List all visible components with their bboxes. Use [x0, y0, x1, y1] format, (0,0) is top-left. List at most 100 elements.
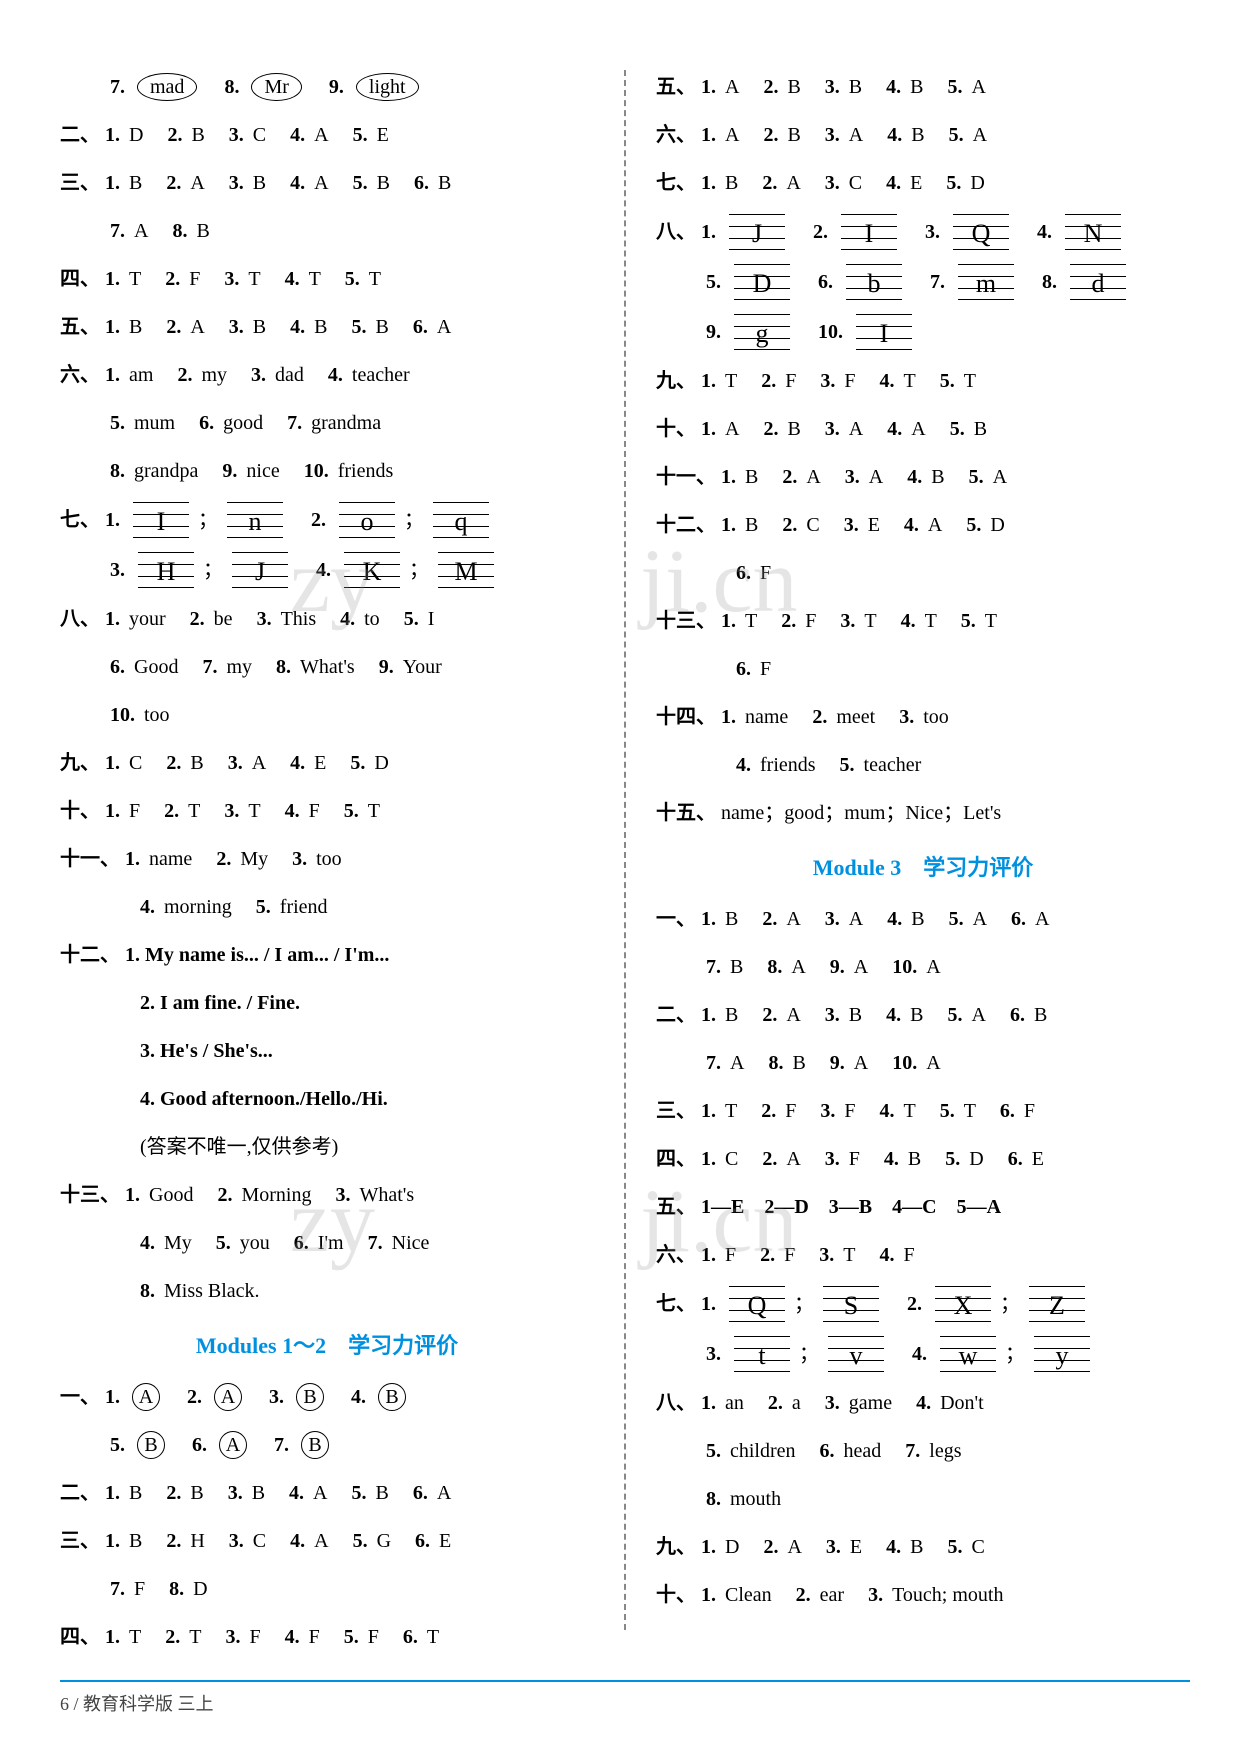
letter-box: Z [1029, 1286, 1085, 1322]
item-value: D [990, 508, 1004, 542]
item-value: B [908, 1142, 921, 1176]
item-value: T [864, 604, 876, 638]
item-value: A [911, 412, 925, 446]
item-number: 5. [256, 890, 271, 924]
item-value: F [844, 1094, 855, 1128]
item-value: A [725, 118, 739, 152]
item-value: friend [280, 890, 328, 924]
item-value: dad [275, 358, 304, 392]
item-number: 5. [949, 902, 964, 936]
item-number: 5. [110, 1428, 125, 1462]
item-number: 2. [781, 604, 796, 638]
item-value: This [281, 602, 317, 636]
item-value: T [843, 1238, 855, 1272]
r6: 六、1.A2.B3.A4.B5.A [656, 118, 1190, 152]
item-number: 4. [879, 1094, 894, 1128]
item-value: A [252, 746, 266, 780]
item-value: T [248, 794, 260, 828]
item-value: B [745, 508, 758, 542]
item-number: 2. [763, 70, 778, 104]
item-number: 3. [825, 902, 840, 936]
item-number: 3. [899, 700, 914, 734]
item-value: E [439, 1524, 451, 1558]
n5: 五、1—E 2—D 3—B 4—C 5—A [656, 1190, 1190, 1224]
item-number: 9. [830, 950, 845, 984]
item-number: 5. [947, 1530, 962, 1564]
item-value: T [309, 262, 321, 296]
section-label: 七、 [656, 166, 696, 200]
section-label: 十三、 [60, 1178, 120, 1212]
t: 3. He's / She's... [140, 1034, 273, 1068]
item-value: my [226, 650, 252, 684]
label: 五、 [656, 1190, 696, 1224]
item-value: T [725, 1094, 737, 1128]
item-number: 8. [768, 1046, 783, 1080]
item-value: A [132, 1383, 160, 1411]
item-value: Clean [725, 1578, 772, 1612]
label: 十五、 [656, 796, 716, 830]
item-value: your [129, 602, 166, 636]
item-value: Miss Black. [164, 1274, 260, 1308]
item-number: 1. [701, 1530, 716, 1564]
item-number: 1. [721, 460, 736, 494]
item-number: 2. [166, 1524, 181, 1558]
n8a: 八、1.an2.a3.game4.Don't [656, 1386, 1190, 1420]
m1b: 5.B6.A7.B [60, 1428, 594, 1462]
item-value: C [806, 508, 819, 542]
item-value: B [196, 214, 209, 248]
item-value: A [973, 118, 987, 152]
item-value: A [806, 460, 820, 494]
separator: ； [203, 553, 223, 587]
s6b: 5.mum6.good7.grandma [60, 406, 594, 440]
item-value: T [985, 604, 997, 638]
item-number: 3. [224, 262, 239, 296]
separator: ； [198, 503, 218, 537]
item-number: 3. [251, 358, 266, 392]
item-value: good [223, 406, 263, 440]
item-value: B [378, 1383, 406, 1411]
s12r4: 4. Good afternoon./Hello./Hi. [60, 1082, 594, 1116]
item-value: legs [929, 1434, 961, 1468]
item-value: A [993, 460, 1007, 494]
item-value: friends [338, 454, 394, 488]
item-value: nice [246, 454, 279, 488]
item-number: 1. [701, 998, 716, 1032]
item-number: 1. [105, 118, 120, 152]
item-number: 1. [105, 310, 120, 344]
item-value: G [377, 1524, 391, 1558]
letter-box: o [339, 502, 395, 538]
item-number: 1. [701, 215, 716, 249]
section-label: 七、 [656, 1287, 696, 1321]
r13a: 十三、1.T2.F3.T4.T5.T [656, 604, 1190, 638]
item-number: 2. [166, 746, 181, 780]
item-number: 5. [840, 748, 855, 782]
s9: 九、1.C2.B3.A4.E5.D [60, 746, 594, 780]
r11: 十一、1.B2.A3.A4.B5.A [656, 460, 1190, 494]
section-label: 三、 [656, 1094, 696, 1128]
item-number: 1. [701, 1287, 716, 1321]
letter-box: J [729, 214, 785, 250]
item-number: 2. [190, 602, 205, 636]
item-number: 2. [907, 1287, 922, 1321]
item-value: Nice [392, 1226, 430, 1260]
mod3-title: Module 3 学习力评价 [656, 850, 1190, 882]
item-number: 2. [165, 1620, 180, 1654]
item-number: 5. [353, 166, 368, 200]
item-value: too [923, 700, 949, 734]
item-value: B [787, 118, 800, 152]
item-value: My [240, 842, 268, 876]
item-number: 4. [904, 508, 919, 542]
item-value: B [301, 1431, 329, 1459]
page-footer: 6 / 教育科学版 三上 [60, 1680, 1190, 1716]
item-number: 2. [166, 310, 181, 344]
item-value: F [760, 652, 771, 686]
item-value: grandma [311, 406, 381, 440]
item-number: 1. [105, 746, 120, 780]
section-label: 十、 [60, 794, 100, 828]
item-number: 6. [110, 650, 125, 684]
label: 十二、 [60, 938, 120, 972]
item-value: A [725, 412, 739, 446]
item-number: 7. [110, 1572, 125, 1606]
item-value: C [725, 1142, 738, 1176]
item-value: T [129, 1620, 141, 1654]
